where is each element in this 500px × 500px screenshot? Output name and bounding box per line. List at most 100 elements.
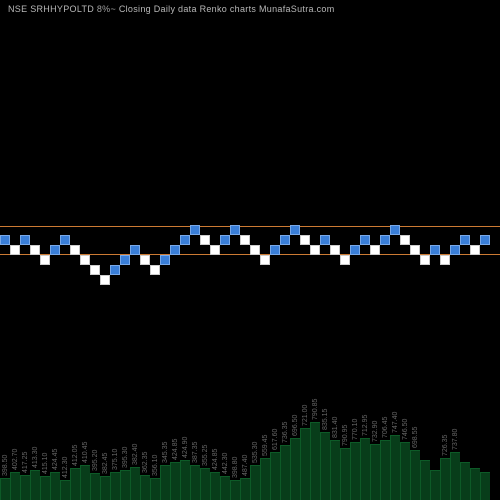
volume-bar (20, 475, 30, 500)
volume-label: 726.35 (442, 435, 449, 456)
volume-label: 413.30 (32, 447, 39, 468)
volume-bar (160, 465, 170, 500)
renko-brick-up (230, 225, 240, 235)
volume-label: 356.10 (152, 455, 159, 476)
volume-label: 696.50 (292, 415, 299, 436)
volume-label: 737.80 (452, 429, 459, 450)
volume-bar (220, 476, 230, 500)
volume-bar (380, 440, 390, 500)
renko-brick-down (100, 275, 110, 285)
volume-bar (80, 465, 90, 500)
renko-brick-down (80, 255, 90, 265)
renko-brick-down (240, 235, 250, 245)
renko-brick-up (480, 235, 490, 245)
volume-bar (40, 476, 50, 500)
volume-label: 790.95 (342, 425, 349, 446)
volume-label: 790.85 (312, 399, 319, 420)
renko-brick-up (220, 235, 230, 245)
volume-label: 412.05 (72, 445, 79, 466)
renko-brick-up (50, 245, 60, 255)
volume-bar (120, 470, 130, 500)
volume-label: 410.45 (82, 442, 89, 463)
volume-label: 424.90 (182, 437, 189, 458)
renko-brick-up (390, 225, 400, 235)
renko-brick-up (360, 235, 370, 245)
volume-label: 424.85 (172, 439, 179, 460)
volume-bar (410, 450, 420, 500)
volume-bar (330, 440, 340, 500)
volume-bar (280, 445, 290, 500)
volume-label: 424.45 (52, 449, 59, 470)
volume-label: 382.40 (132, 444, 139, 465)
volume-label: 398.50 (2, 455, 9, 476)
volume-bar (290, 438, 300, 500)
volume-label: 395.20 (92, 450, 99, 471)
renko-brick-up (20, 235, 30, 245)
chart-container: NSE SRHHYPOLTD 8%~ Closing Daily data Re… (0, 0, 500, 500)
renko-brick-up (130, 245, 140, 255)
renko-brick-up (290, 225, 300, 235)
volume-label: 442.30 (222, 453, 229, 474)
volume-label: 732.90 (372, 421, 379, 442)
volume-bar (250, 465, 260, 500)
volume-bar (430, 470, 440, 500)
volume-bar (180, 460, 190, 500)
renko-brick-down (150, 265, 160, 275)
volume-label: 412.30 (62, 457, 69, 478)
volume-label: 398.80 (232, 457, 239, 478)
volume-label: 375.10 (112, 449, 119, 470)
renko-brick-down (420, 255, 430, 265)
renko-brick-down (10, 245, 20, 255)
volume-bar (0, 478, 10, 500)
volume-label: 746.50 (402, 419, 409, 440)
volume-bar (230, 480, 240, 500)
volume-label: 535.30 (252, 442, 259, 463)
volume-bar (30, 470, 40, 500)
volume-label: 415.10 (42, 453, 49, 474)
volume-label: 362.35 (142, 452, 149, 473)
volume-bar (340, 448, 350, 500)
volume-bar (90, 473, 100, 500)
renko-brick-up (270, 245, 280, 255)
renko-brick-up (120, 255, 130, 265)
volume-bar (400, 442, 410, 500)
volume-label: 424.85 (212, 449, 219, 470)
volume-label: 355.25 (202, 445, 209, 466)
volume-bar (170, 462, 180, 500)
volume-bar (270, 452, 280, 500)
volume-bar (110, 472, 120, 500)
volume-bar (300, 428, 310, 500)
volume-bar (10, 472, 20, 500)
renko-brick-down (440, 255, 450, 265)
renko-brick-down (90, 265, 100, 275)
volume-bar (60, 480, 70, 500)
volume-bar (200, 468, 210, 500)
horizontal-line (0, 226, 500, 227)
volume-bar (310, 422, 320, 500)
volume-bar (470, 468, 480, 500)
volume-label: 345.35 (162, 442, 169, 463)
volume-bar (370, 444, 380, 500)
volume-bar (140, 475, 150, 500)
renko-brick-up (110, 265, 120, 275)
renko-brick-up (380, 235, 390, 245)
renko-brick-up (350, 245, 360, 255)
volume-bar (240, 478, 250, 500)
renko-brick-up (170, 245, 180, 255)
volume-chart: 398.50402.70417.25413.30415.10424.45412.… (0, 350, 500, 500)
renko-brick-down (410, 245, 420, 255)
volume-label: 559.45 (262, 435, 269, 456)
volume-bar (360, 438, 370, 500)
renko-brick-up (280, 235, 290, 245)
volume-bar (100, 476, 110, 500)
renko-brick-down (330, 245, 340, 255)
renko-brick-down (250, 245, 260, 255)
renko-brick-down (400, 235, 410, 245)
volume-label: 712.95 (362, 415, 369, 436)
renko-brick-down (370, 245, 380, 255)
renko-brick-down (210, 245, 220, 255)
renko-brick-up (430, 245, 440, 255)
volume-label: 736.35 (282, 422, 289, 443)
renko-brick-up (190, 225, 200, 235)
volume-bar (130, 467, 140, 500)
